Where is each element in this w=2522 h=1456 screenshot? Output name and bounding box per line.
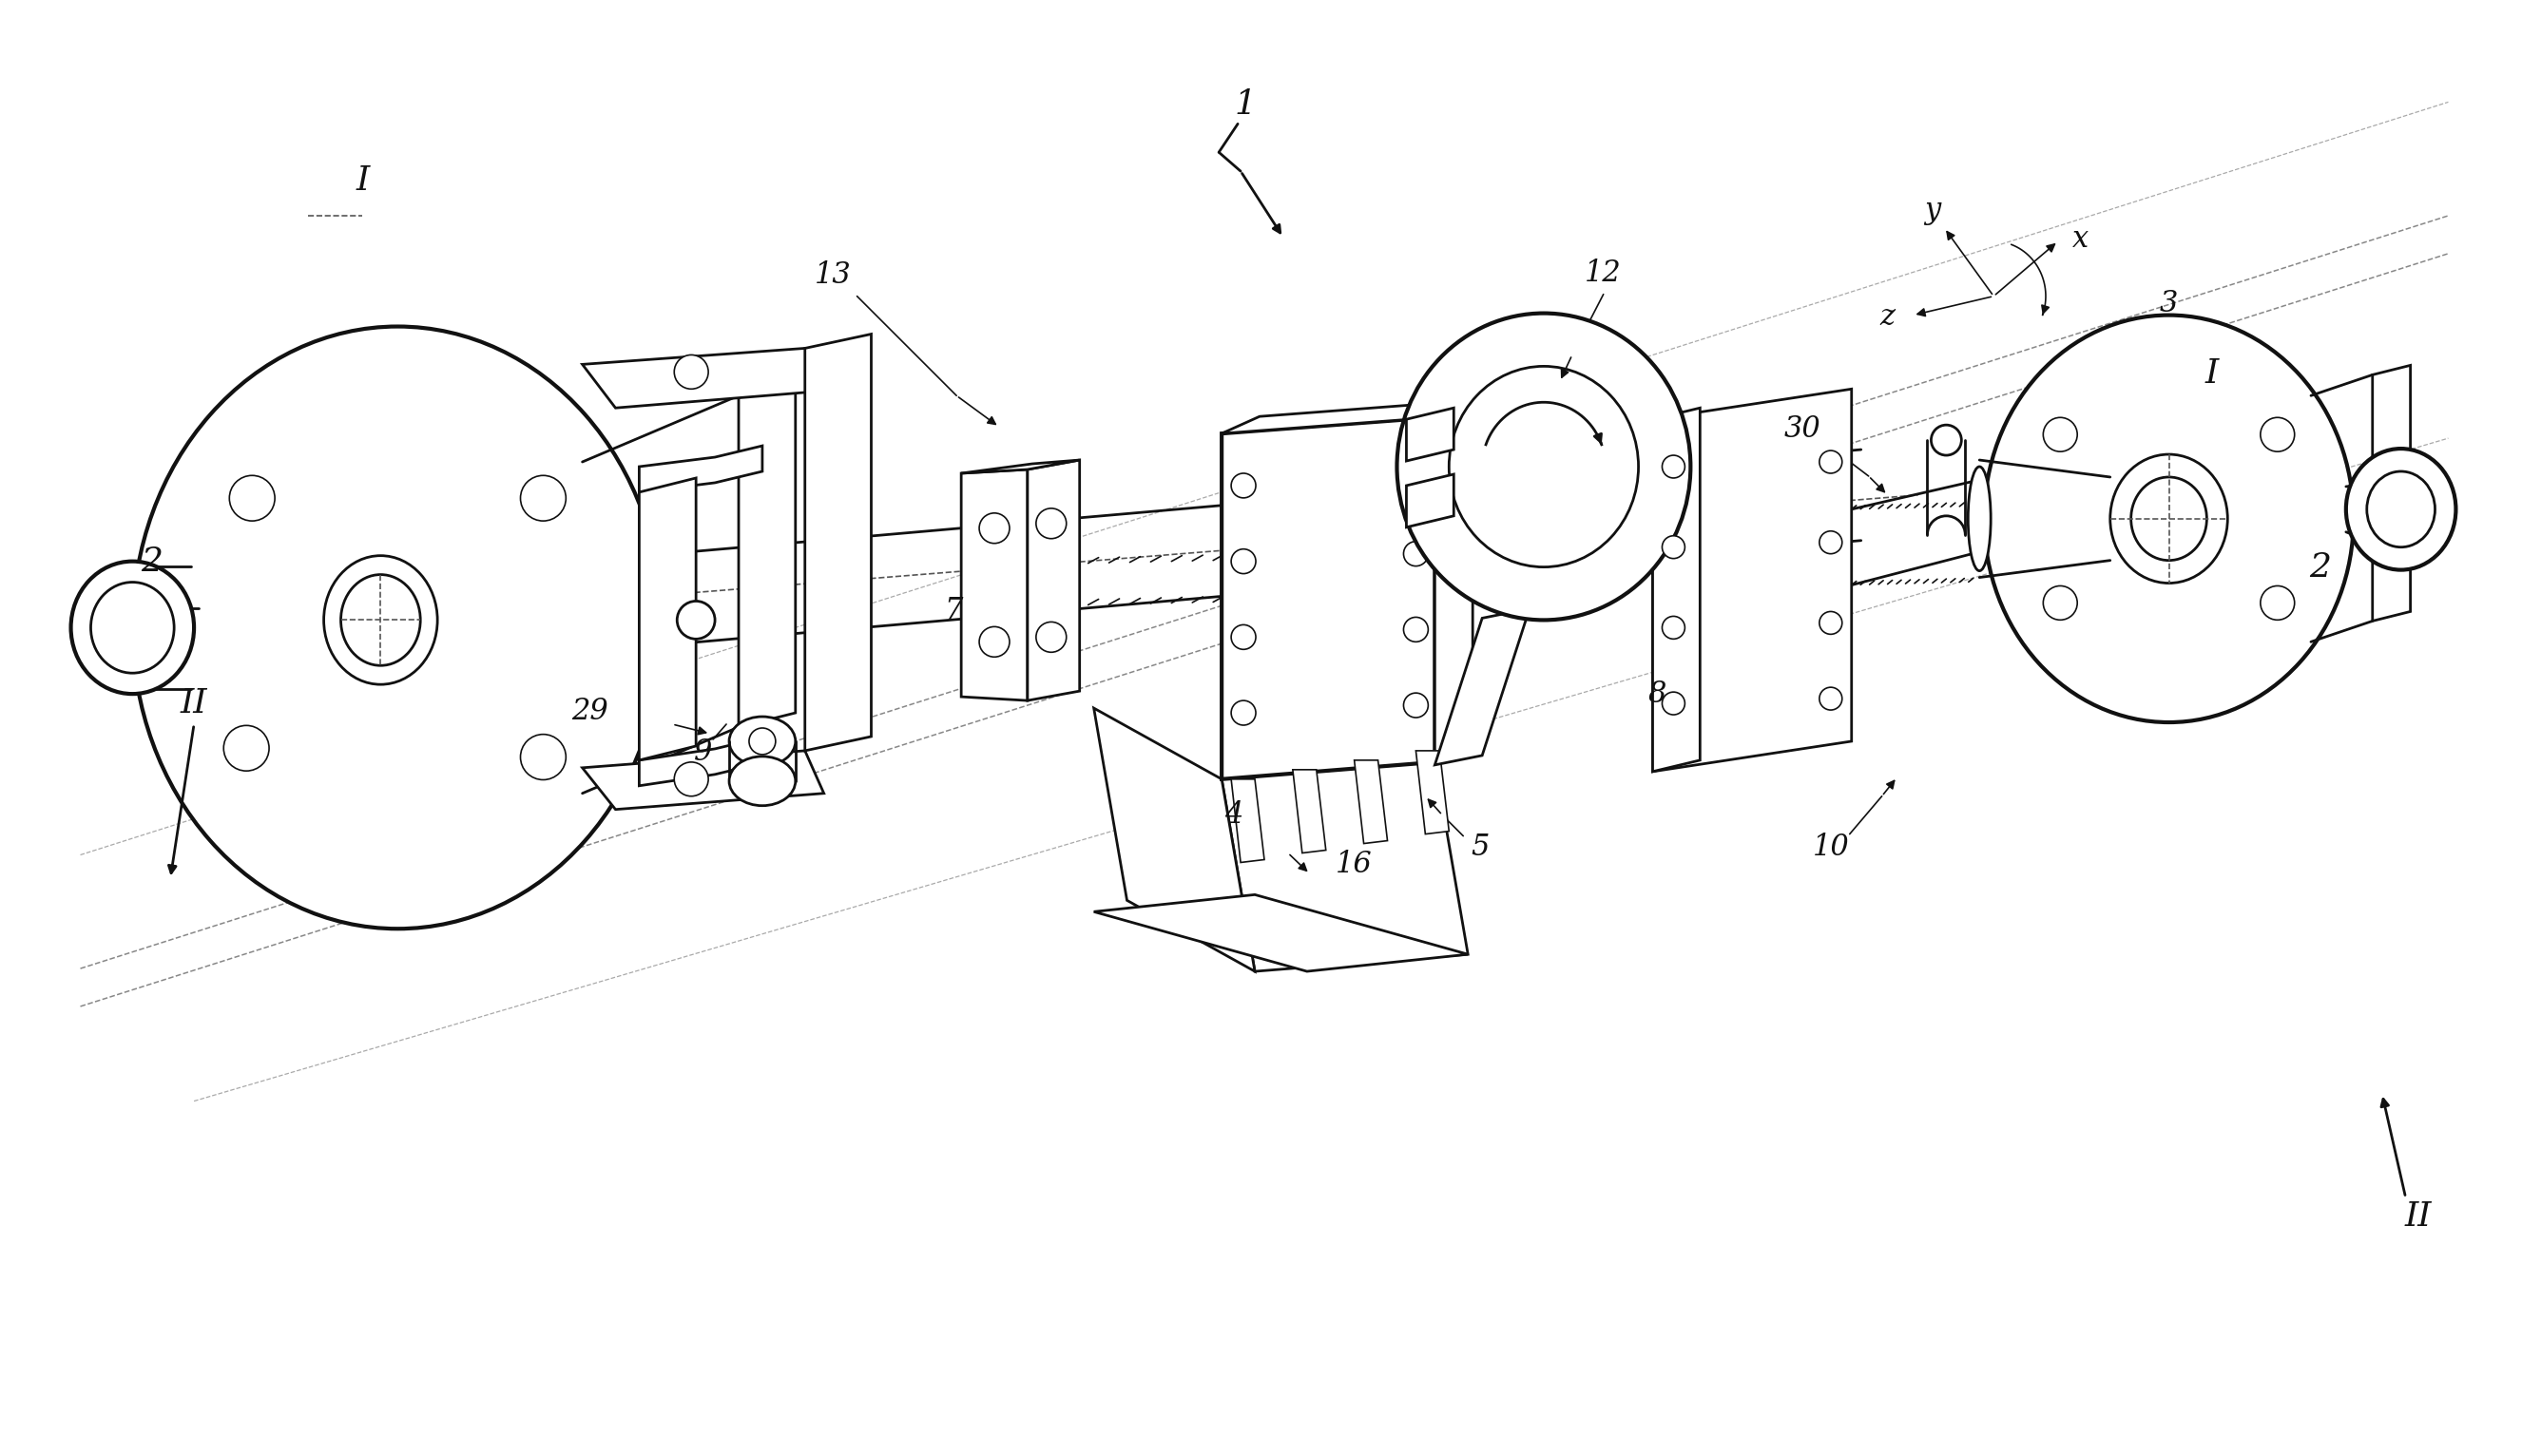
Circle shape [520, 734, 565, 780]
Polygon shape [1294, 770, 1327, 853]
Circle shape [1662, 616, 1685, 639]
Text: II: II [182, 687, 207, 719]
Text: 3: 3 [2159, 290, 2179, 319]
Text: 9: 9 [694, 738, 714, 767]
Text: 8: 8 [1649, 678, 1667, 709]
Polygon shape [583, 348, 825, 408]
Polygon shape [2373, 365, 2411, 622]
Ellipse shape [134, 326, 663, 929]
Circle shape [224, 725, 270, 770]
Ellipse shape [340, 575, 421, 665]
Ellipse shape [1397, 313, 1690, 620]
Polygon shape [1221, 761, 1468, 971]
Ellipse shape [71, 562, 194, 695]
Text: 2: 2 [2310, 550, 2330, 584]
Text: 4: 4 [1226, 801, 1243, 830]
Circle shape [1662, 456, 1685, 478]
Ellipse shape [1972, 478, 1987, 553]
Polygon shape [1435, 400, 1473, 761]
Text: I: I [2204, 358, 2219, 390]
Circle shape [1932, 425, 1962, 456]
Polygon shape [1221, 418, 1435, 779]
Circle shape [1662, 536, 1685, 559]
Polygon shape [1026, 460, 1079, 700]
Ellipse shape [2111, 454, 2227, 582]
Text: 30: 30 [1783, 414, 1821, 444]
Polygon shape [1435, 609, 1528, 764]
Polygon shape [1354, 760, 1387, 843]
Circle shape [2043, 585, 2078, 620]
Polygon shape [1095, 708, 1256, 971]
Text: 29: 29 [572, 696, 608, 725]
Polygon shape [805, 333, 870, 751]
Circle shape [673, 355, 709, 389]
Text: y: y [1924, 197, 1939, 226]
Circle shape [1037, 508, 1067, 539]
Polygon shape [739, 381, 794, 727]
Text: 1: 1 [1233, 89, 1256, 121]
Circle shape [1405, 542, 1427, 566]
Polygon shape [583, 751, 825, 810]
Ellipse shape [2345, 448, 2456, 569]
Circle shape [2260, 585, 2295, 620]
Circle shape [979, 513, 1009, 543]
Circle shape [1231, 473, 1256, 498]
Text: I: I [356, 165, 368, 197]
Polygon shape [1095, 894, 1468, 971]
Circle shape [979, 626, 1009, 657]
Text: 7: 7 [943, 596, 963, 625]
Ellipse shape [2366, 472, 2436, 547]
Text: x: x [2073, 224, 2088, 255]
Polygon shape [1415, 751, 1450, 834]
Circle shape [1662, 692, 1685, 715]
Text: 10: 10 [1813, 833, 1849, 862]
Text: 16: 16 [1337, 850, 1372, 879]
Ellipse shape [1985, 314, 2353, 722]
Circle shape [1037, 622, 1067, 652]
Ellipse shape [1450, 367, 1639, 566]
Circle shape [673, 761, 709, 796]
Polygon shape [1231, 779, 1264, 862]
Polygon shape [1407, 408, 1453, 462]
Polygon shape [638, 478, 696, 760]
Ellipse shape [91, 582, 174, 673]
Circle shape [1818, 687, 1841, 711]
Circle shape [520, 476, 565, 521]
Polygon shape [961, 460, 1079, 473]
Ellipse shape [729, 716, 794, 766]
Circle shape [1231, 625, 1256, 649]
Circle shape [1231, 549, 1256, 574]
Polygon shape [961, 469, 1026, 700]
Circle shape [2260, 418, 2295, 451]
Ellipse shape [729, 757, 794, 805]
Ellipse shape [658, 553, 676, 645]
Polygon shape [1652, 408, 1700, 772]
Circle shape [1231, 700, 1256, 725]
Polygon shape [1221, 400, 1473, 434]
Circle shape [1405, 693, 1427, 718]
Circle shape [1818, 531, 1841, 553]
Ellipse shape [323, 556, 436, 684]
Text: 5: 5 [1470, 833, 1491, 862]
Circle shape [230, 476, 275, 521]
Circle shape [2043, 418, 2078, 451]
Polygon shape [638, 738, 762, 786]
Circle shape [1405, 617, 1427, 642]
Text: 2: 2 [141, 545, 161, 578]
Polygon shape [1435, 325, 1528, 399]
Circle shape [1818, 450, 1841, 473]
Polygon shape [1652, 389, 1851, 772]
Text: II: II [2403, 1200, 2431, 1233]
Text: 13: 13 [815, 261, 852, 290]
Text: 12: 12 [1584, 259, 1622, 288]
Circle shape [749, 728, 777, 754]
Polygon shape [638, 446, 762, 492]
Ellipse shape [2131, 478, 2207, 561]
Circle shape [676, 601, 714, 639]
Ellipse shape [1967, 466, 1990, 571]
Polygon shape [1407, 475, 1453, 527]
Circle shape [1405, 466, 1427, 491]
Circle shape [1818, 612, 1841, 635]
Text: z: z [1879, 303, 1894, 332]
